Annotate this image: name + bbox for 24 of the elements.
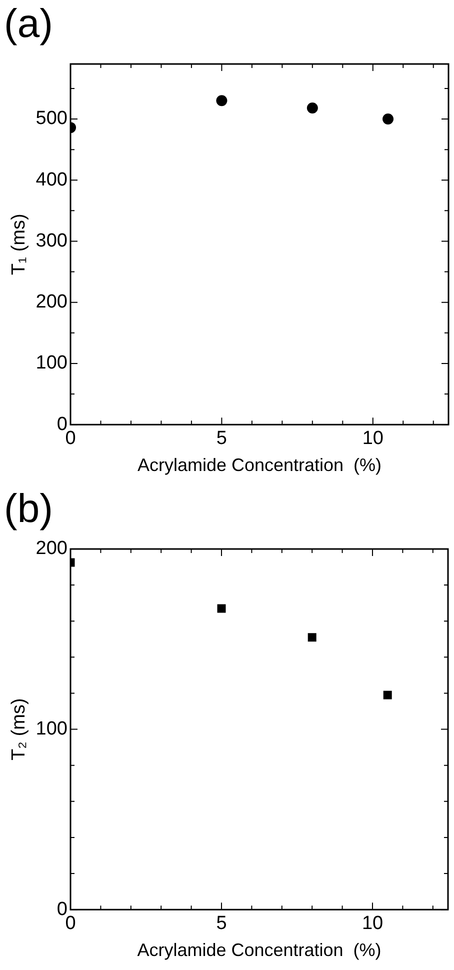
point bbox=[382, 114, 394, 125]
chart-title: (a) bbox=[4, 2, 53, 46]
x-tick-label: 5 bbox=[216, 913, 227, 934]
y-tick-label: 100 bbox=[36, 718, 68, 740]
x-tick-label: 10 bbox=[362, 913, 384, 934]
y-tick-label: 0 bbox=[56, 898, 68, 920]
y-tick-label: 300 bbox=[36, 230, 68, 252]
point bbox=[308, 633, 316, 642]
x-tick-label: 5 bbox=[216, 428, 227, 450]
point bbox=[216, 95, 228, 106]
y-tick-label: 100 bbox=[36, 352, 68, 374]
y-tick-label: 0 bbox=[56, 414, 68, 435]
y-tick-label: 400 bbox=[36, 169, 68, 190]
y-tick-label: 200 bbox=[36, 538, 68, 560]
x-axis-title: Acrylamide Concentration (%) bbox=[137, 455, 382, 476]
y-axis-title: T₁ (ms) bbox=[8, 214, 30, 275]
y-axis-title: T₂ (ms) bbox=[8, 698, 30, 760]
x-axis-title: Acrylamide Concentration (%) bbox=[137, 940, 382, 960]
y-tick-label: 200 bbox=[36, 292, 68, 313]
point bbox=[383, 690, 392, 700]
y-tick-label: 500 bbox=[36, 108, 68, 130]
chart-title: (b) bbox=[4, 487, 53, 532]
point bbox=[306, 102, 318, 114]
x-tick-label: 10 bbox=[362, 428, 384, 450]
